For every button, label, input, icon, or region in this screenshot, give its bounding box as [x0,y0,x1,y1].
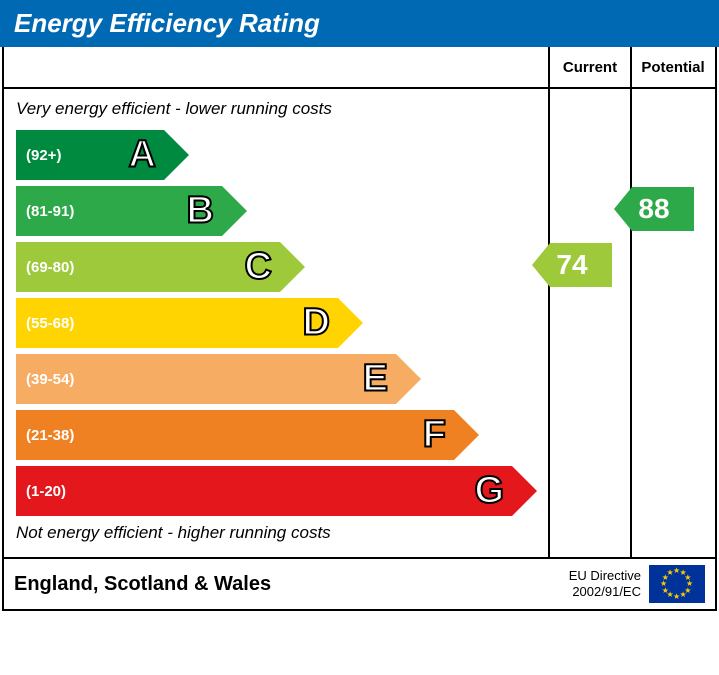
band-row-a: (92+) A [4,127,548,183]
header-current: Current [550,47,632,87]
band-range: (92+) [26,147,61,164]
eu-flag-icon: ★★★★★★★★★★★★ [649,565,705,603]
band-letter: F [423,414,446,457]
band-row-f: (21-38) F [4,407,548,463]
footer-directive: EU Directive 2002/91/EC [569,568,641,599]
band-letter: G [474,470,504,513]
band-bar-g: (1-20) G [16,466,512,516]
band-row-e: (39-54) E [4,351,548,407]
band-row-g: (1-20) G [4,463,548,519]
band-bar-c: (69-80) C [16,242,280,292]
directive-line2: 2002/91/EC [572,584,641,599]
band-letter: A [129,134,156,177]
band-range: (55-68) [26,315,74,332]
footer-region: England, Scotland & Wales [14,573,569,596]
title-bar: Energy Efficiency Rating [0,0,719,47]
band-row-d: (55-68) D [4,295,548,351]
band-bar-e: (39-54) E [16,354,396,404]
bars-column: Very energy efficient - lower running co… [4,89,550,557]
band-bar-a: (92+) A [16,130,164,180]
footer: England, Scotland & Wales EU Directive 2… [4,557,715,609]
band-letter: B [187,190,214,233]
bars-container: (92+) A (81-91) B (69-80) C (55-68) D (39-54) E (2… [4,127,548,519]
directive-line1: EU Directive [569,568,641,583]
body-row: Very energy efficient - lower running co… [4,89,715,557]
potential-column: 88 [632,89,714,557]
header-potential: Potential [632,47,714,87]
header-spacer [4,47,550,87]
potential-pointer-value: 88 [638,193,669,225]
note-bottom: Not energy efficient - higher running co… [4,519,548,551]
band-range: (81-91) [26,203,74,220]
band-bar-f: (21-38) F [16,410,454,460]
potential-pointer: 88 [614,187,694,231]
band-range: (1-20) [26,483,66,500]
band-bar-b: (81-91) B [16,186,222,236]
current-pointer: 74 [532,243,612,287]
note-top: Very energy efficient - lower running co… [4,95,548,127]
title-text: Energy Efficiency Rating [14,8,320,38]
band-letter: C [245,246,272,289]
band-letter: D [303,302,330,345]
band-range: (21-38) [26,427,74,444]
chart-frame: Current Potential Very energy efficient … [2,47,717,611]
band-range: (39-54) [26,371,74,388]
header-row: Current Potential [4,47,715,89]
current-column: 74 [550,89,632,557]
epc-rating-chart: Energy Efficiency Rating Current Potenti… [0,0,719,675]
band-row-b: (81-91) B [4,183,548,239]
band-row-c: (69-80) C [4,239,548,295]
band-letter: E [363,358,388,401]
current-pointer-value: 74 [556,249,587,281]
band-bar-d: (55-68) D [16,298,338,348]
band-range: (69-80) [26,259,74,276]
